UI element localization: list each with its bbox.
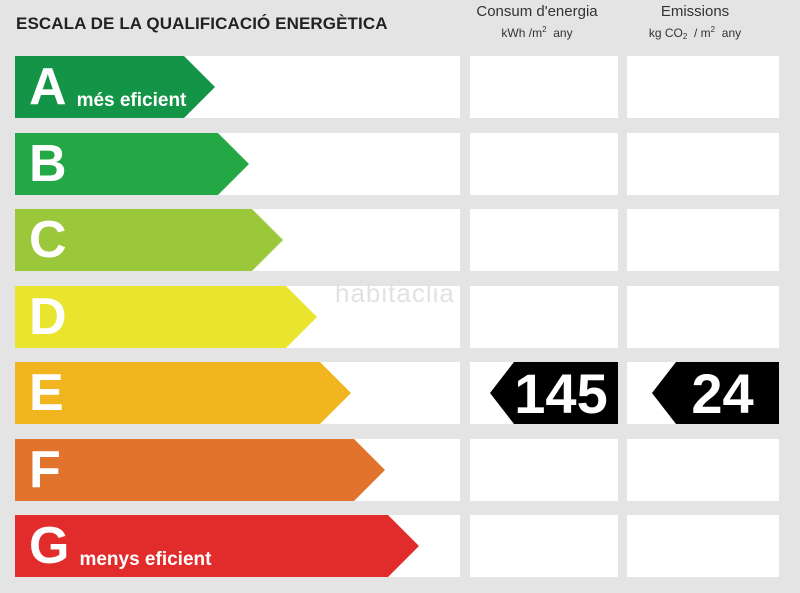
emissions-header: Emissions kg CO2 / m2 any — [620, 2, 770, 45]
rating-arrow-e: E — [15, 362, 351, 424]
watermark: habitaclia — [335, 278, 455, 308]
rating-arrow-d: D — [15, 286, 317, 348]
consumption-cell-a — [470, 56, 618, 118]
rating-arrow-b: B — [15, 133, 249, 195]
emissions-unit: kg CO2 / m2 any — [648, 25, 742, 41]
rating-letter: G — [29, 517, 70, 575]
rating-arrow-c: C — [15, 209, 283, 271]
consumption-cell-g — [470, 515, 618, 577]
rating-label: més eficient — [76, 90, 187, 111]
consumption-cell-d — [470, 286, 618, 348]
page-title: ESCALA DE LA QUALIFICACIÓ ENERGÈTICA — [16, 14, 388, 33]
consumption-cell-c — [470, 209, 618, 271]
consumption-unit: kWh /m2 any — [501, 25, 573, 40]
consumption-cell-f — [470, 439, 618, 501]
rating-letter: F — [29, 441, 61, 499]
rating-letter: C — [29, 211, 67, 269]
emissions-cell-b — [627, 133, 779, 195]
consumption-cell-b — [470, 133, 618, 195]
consumption-title: Consum d'energia — [476, 3, 598, 20]
rating-letter: A — [29, 58, 67, 116]
emissions-cell-f — [627, 439, 779, 501]
rating-arrow-f: F — [15, 439, 385, 501]
rating-label: menys eficient — [79, 549, 212, 570]
consumption-header: Consum d'energia kWh /m2 any — [462, 2, 612, 41]
rating-letter: E — [29, 364, 64, 422]
emissions-title: Emissions — [660, 3, 730, 20]
emissions-cell-d — [627, 286, 779, 348]
consumption-indicator: 145 — [490, 362, 618, 424]
emissions-indicator: 24 — [652, 362, 779, 424]
rating-letter: B — [29, 135, 67, 193]
emissions-cell-c — [627, 209, 779, 271]
rating-letter: D — [29, 288, 67, 346]
emissions-cell-a — [627, 56, 779, 118]
emissions-cell-g — [627, 515, 779, 577]
